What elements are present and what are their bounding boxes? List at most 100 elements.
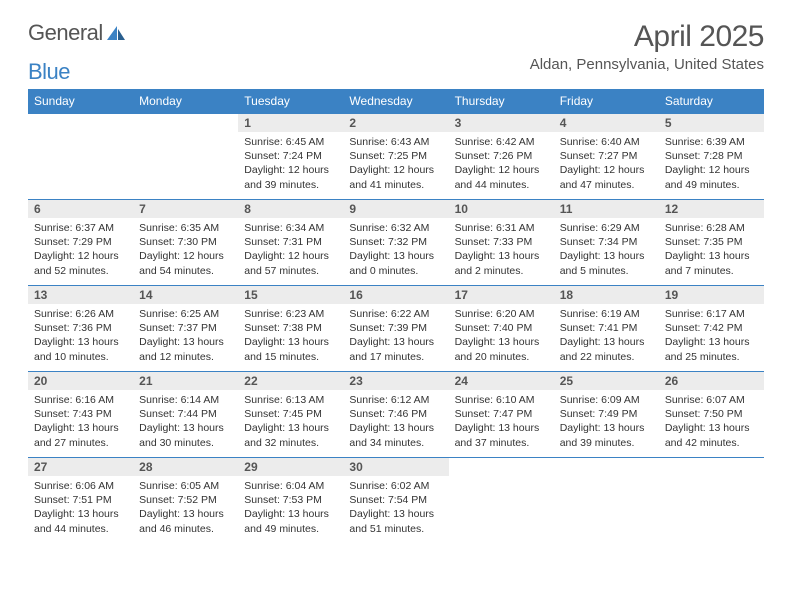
logo: General: [28, 20, 129, 46]
dayname-header: Friday: [554, 89, 659, 114]
day-number: 17: [449, 286, 554, 304]
dayname-row: SundayMondayTuesdayWednesdayThursdayFrid…: [28, 89, 764, 114]
dayname-header: Saturday: [659, 89, 764, 114]
dayname-header: Thursday: [449, 89, 554, 114]
calendar-empty-cell: [133, 114, 238, 200]
calendar-day-cell: 29Sunrise: 6:04 AMSunset: 7:53 PMDayligh…: [238, 458, 343, 544]
day-content: Sunrise: 6:28 AMSunset: 7:35 PMDaylight:…: [659, 218, 764, 282]
calendar-day-cell: 19Sunrise: 6:17 AMSunset: 7:42 PMDayligh…: [659, 286, 764, 372]
calendar-day-cell: 5Sunrise: 6:39 AMSunset: 7:28 PMDaylight…: [659, 114, 764, 200]
day-content: Sunrise: 6:05 AMSunset: 7:52 PMDaylight:…: [133, 476, 238, 540]
day-number: 20: [28, 372, 133, 390]
calendar-day-cell: 17Sunrise: 6:20 AMSunset: 7:40 PMDayligh…: [449, 286, 554, 372]
calendar-week-row: 1Sunrise: 6:45 AMSunset: 7:24 PMDaylight…: [28, 114, 764, 200]
calendar-day-cell: 18Sunrise: 6:19 AMSunset: 7:41 PMDayligh…: [554, 286, 659, 372]
day-content: Sunrise: 6:04 AMSunset: 7:53 PMDaylight:…: [238, 476, 343, 540]
day-content: Sunrise: 6:13 AMSunset: 7:45 PMDaylight:…: [238, 390, 343, 454]
day-number: 23: [343, 372, 448, 390]
day-number: 21: [133, 372, 238, 390]
day-content: Sunrise: 6:06 AMSunset: 7:51 PMDaylight:…: [28, 476, 133, 540]
day-number: 25: [554, 372, 659, 390]
calendar-day-cell: 20Sunrise: 6:16 AMSunset: 7:43 PMDayligh…: [28, 372, 133, 458]
day-content: Sunrise: 6:35 AMSunset: 7:30 PMDaylight:…: [133, 218, 238, 282]
calendar-day-cell: 9Sunrise: 6:32 AMSunset: 7:32 PMDaylight…: [343, 200, 448, 286]
calendar-week-row: 6Sunrise: 6:37 AMSunset: 7:29 PMDaylight…: [28, 200, 764, 286]
calendar-day-cell: 22Sunrise: 6:13 AMSunset: 7:45 PMDayligh…: [238, 372, 343, 458]
day-number: 28: [133, 458, 238, 476]
day-number: 1: [238, 114, 343, 132]
dayname-header: Tuesday: [238, 89, 343, 114]
day-number: 9: [343, 200, 448, 218]
calendar-day-cell: 2Sunrise: 6:43 AMSunset: 7:25 PMDaylight…: [343, 114, 448, 200]
day-content: Sunrise: 6:26 AMSunset: 7:36 PMDaylight:…: [28, 304, 133, 368]
day-number: 29: [238, 458, 343, 476]
day-content: Sunrise: 6:17 AMSunset: 7:42 PMDaylight:…: [659, 304, 764, 368]
day-content: Sunrise: 6:19 AMSunset: 7:41 PMDaylight:…: [554, 304, 659, 368]
calendar-day-cell: 12Sunrise: 6:28 AMSunset: 7:35 PMDayligh…: [659, 200, 764, 286]
day-content: Sunrise: 6:12 AMSunset: 7:46 PMDaylight:…: [343, 390, 448, 454]
day-number: 14: [133, 286, 238, 304]
calendar-day-cell: 11Sunrise: 6:29 AMSunset: 7:34 PMDayligh…: [554, 200, 659, 286]
day-content: Sunrise: 6:39 AMSunset: 7:28 PMDaylight:…: [659, 132, 764, 196]
calendar-empty-cell: [449, 458, 554, 544]
calendar-week-row: 13Sunrise: 6:26 AMSunset: 7:36 PMDayligh…: [28, 286, 764, 372]
day-number: 11: [554, 200, 659, 218]
month-title: April 2025: [530, 20, 764, 54]
day-number: 27: [28, 458, 133, 476]
day-number: 22: [238, 372, 343, 390]
day-number: 15: [238, 286, 343, 304]
day-content: Sunrise: 6:02 AMSunset: 7:54 PMDaylight:…: [343, 476, 448, 540]
day-content: Sunrise: 6:25 AMSunset: 7:37 PMDaylight:…: [133, 304, 238, 368]
day-number: 19: [659, 286, 764, 304]
dayname-header: Monday: [133, 89, 238, 114]
calendar-day-cell: 14Sunrise: 6:25 AMSunset: 7:37 PMDayligh…: [133, 286, 238, 372]
day-content: Sunrise: 6:43 AMSunset: 7:25 PMDaylight:…: [343, 132, 448, 196]
day-content: Sunrise: 6:10 AMSunset: 7:47 PMDaylight:…: [449, 390, 554, 454]
day-content: Sunrise: 6:07 AMSunset: 7:50 PMDaylight:…: [659, 390, 764, 454]
calendar-table: SundayMondayTuesdayWednesdayThursdayFrid…: [28, 89, 764, 544]
dayname-header: Wednesday: [343, 89, 448, 114]
day-number: 6: [28, 200, 133, 218]
day-content: Sunrise: 6:29 AMSunset: 7:34 PMDaylight:…: [554, 218, 659, 282]
day-number: 5: [659, 114, 764, 132]
day-content: Sunrise: 6:34 AMSunset: 7:31 PMDaylight:…: [238, 218, 343, 282]
calendar-day-cell: 3Sunrise: 6:42 AMSunset: 7:26 PMDaylight…: [449, 114, 554, 200]
day-number: 12: [659, 200, 764, 218]
calendar-day-cell: 8Sunrise: 6:34 AMSunset: 7:31 PMDaylight…: [238, 200, 343, 286]
calendar-day-cell: 23Sunrise: 6:12 AMSunset: 7:46 PMDayligh…: [343, 372, 448, 458]
day-number: 10: [449, 200, 554, 218]
day-number: 16: [343, 286, 448, 304]
day-content: Sunrise: 6:20 AMSunset: 7:40 PMDaylight:…: [449, 304, 554, 368]
calendar-body: 1Sunrise: 6:45 AMSunset: 7:24 PMDaylight…: [28, 114, 764, 544]
day-number: 18: [554, 286, 659, 304]
day-content: Sunrise: 6:40 AMSunset: 7:27 PMDaylight:…: [554, 132, 659, 196]
day-number: 30: [343, 458, 448, 476]
day-content: Sunrise: 6:45 AMSunset: 7:24 PMDaylight:…: [238, 132, 343, 196]
day-content: Sunrise: 6:32 AMSunset: 7:32 PMDaylight:…: [343, 218, 448, 282]
logo-sail-icon: [105, 24, 127, 42]
logo-text-1: General: [28, 20, 103, 46]
calendar-day-cell: 25Sunrise: 6:09 AMSunset: 7:49 PMDayligh…: [554, 372, 659, 458]
calendar-empty-cell: [554, 458, 659, 544]
day-number: 26: [659, 372, 764, 390]
day-content: Sunrise: 6:14 AMSunset: 7:44 PMDaylight:…: [133, 390, 238, 454]
calendar-empty-cell: [28, 114, 133, 200]
day-content: Sunrise: 6:16 AMSunset: 7:43 PMDaylight:…: [28, 390, 133, 454]
logo-text-2: Blue: [28, 59, 764, 85]
calendar-day-cell: 7Sunrise: 6:35 AMSunset: 7:30 PMDaylight…: [133, 200, 238, 286]
calendar-day-cell: 24Sunrise: 6:10 AMSunset: 7:47 PMDayligh…: [449, 372, 554, 458]
day-number: 2: [343, 114, 448, 132]
day-content: Sunrise: 6:22 AMSunset: 7:39 PMDaylight:…: [343, 304, 448, 368]
day-content: Sunrise: 6:23 AMSunset: 7:38 PMDaylight:…: [238, 304, 343, 368]
calendar-day-cell: 16Sunrise: 6:22 AMSunset: 7:39 PMDayligh…: [343, 286, 448, 372]
calendar-week-row: 20Sunrise: 6:16 AMSunset: 7:43 PMDayligh…: [28, 372, 764, 458]
calendar-day-cell: 4Sunrise: 6:40 AMSunset: 7:27 PMDaylight…: [554, 114, 659, 200]
day-number: 13: [28, 286, 133, 304]
day-content: Sunrise: 6:09 AMSunset: 7:49 PMDaylight:…: [554, 390, 659, 454]
day-number: 7: [133, 200, 238, 218]
day-number: 3: [449, 114, 554, 132]
calendar-day-cell: 28Sunrise: 6:05 AMSunset: 7:52 PMDayligh…: [133, 458, 238, 544]
day-content: Sunrise: 6:42 AMSunset: 7:26 PMDaylight:…: [449, 132, 554, 196]
day-number: 4: [554, 114, 659, 132]
day-number: 24: [449, 372, 554, 390]
